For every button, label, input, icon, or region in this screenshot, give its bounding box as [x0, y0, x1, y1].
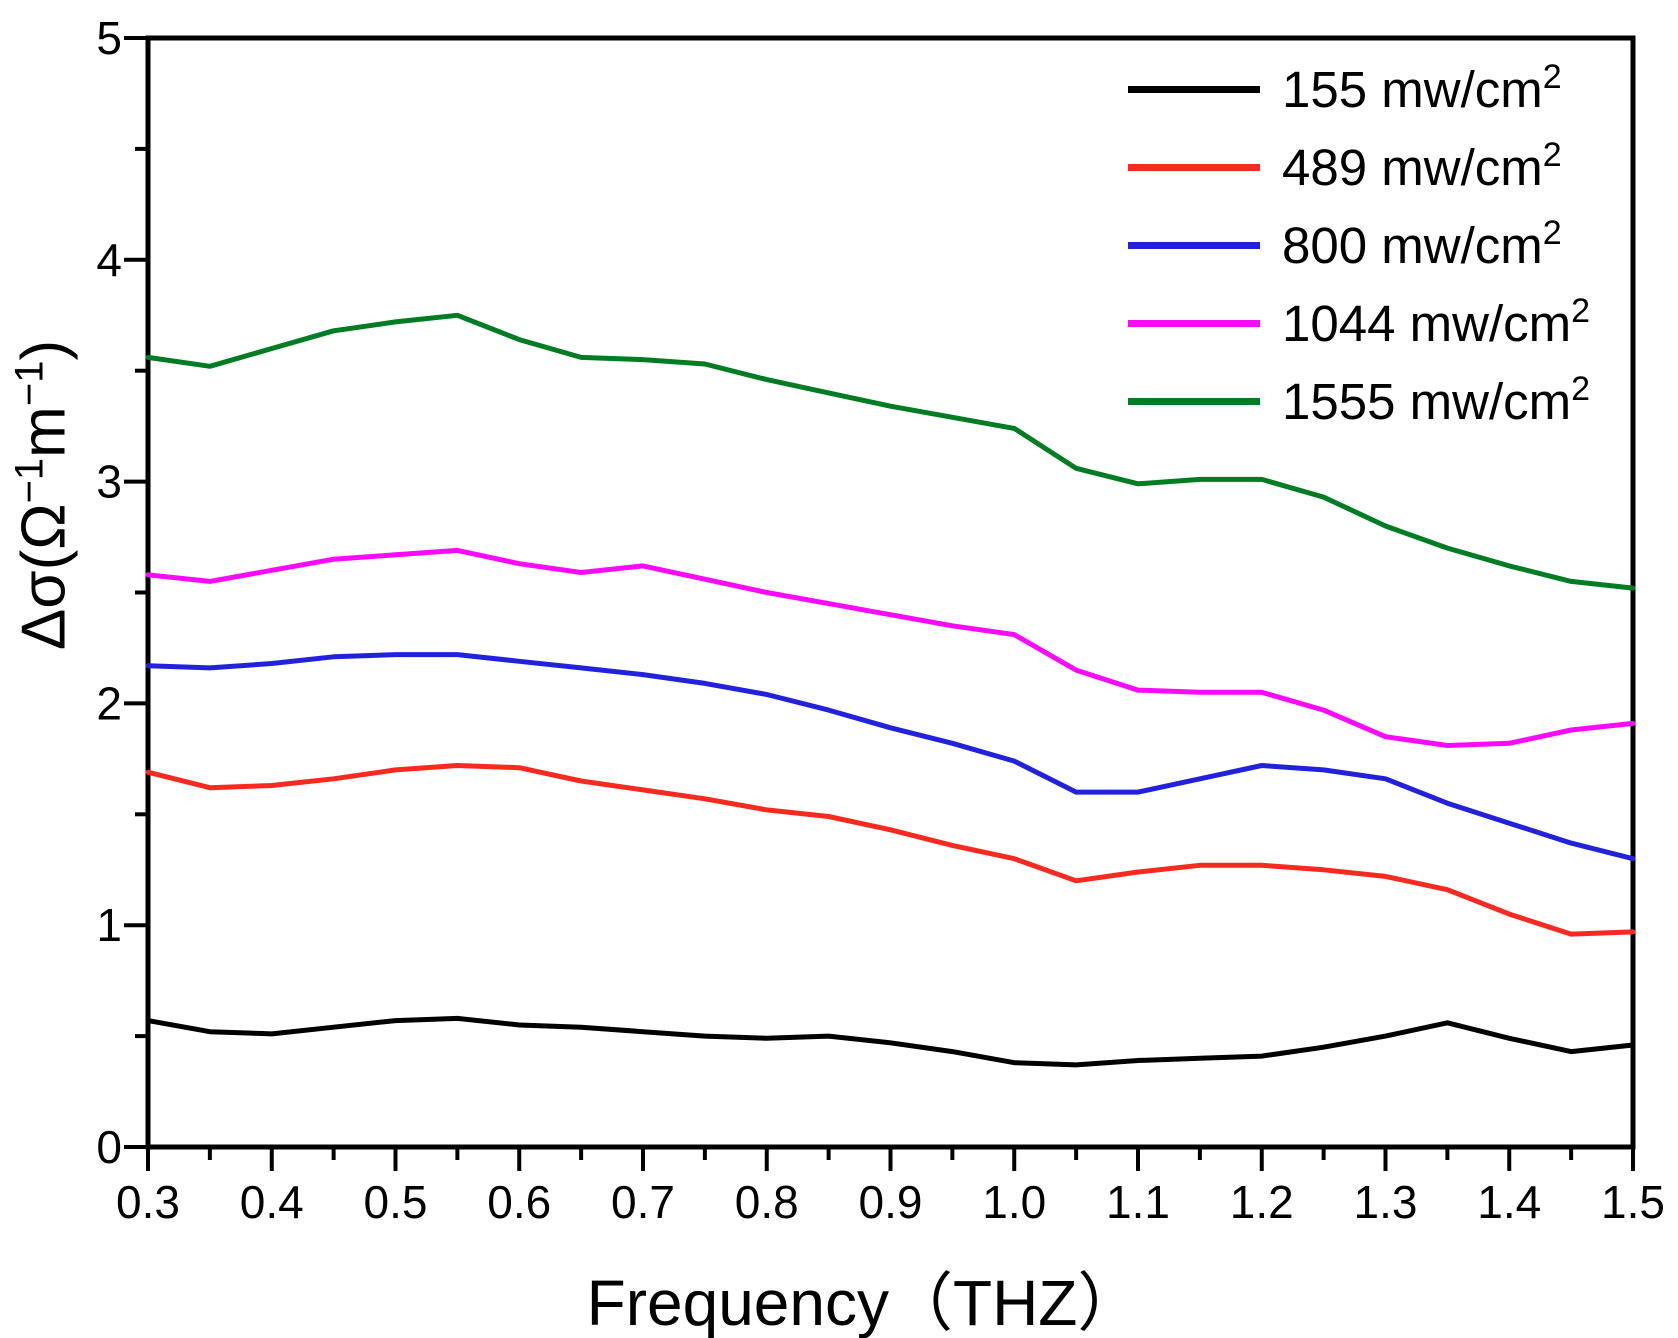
series-line-1044: [145, 547, 1636, 748]
x-tick-label: 1.1: [1106, 1176, 1170, 1228]
legend-item-489: 489 mw/cm2: [1128, 128, 1590, 206]
legend-label-superscript: 2: [1571, 369, 1591, 408]
y-tick-label: 5: [96, 12, 122, 64]
legend-item-800: 800 mw/cm2: [1128, 206, 1590, 284]
x-tick-label: 0.8: [735, 1176, 799, 1228]
x-tick-label: 1.5: [1601, 1176, 1665, 1228]
legend-item-155: 155 mw/cm2: [1128, 50, 1590, 128]
legend: 155 mw/cm2 489 mw/cm2 800 mw/cm2 1044 mw/cm…: [1128, 50, 1590, 440]
legend-swatch-155: [1128, 85, 1260, 93]
legend-label-superscript: 2: [1542, 57, 1562, 96]
legend-label: 800 mw/cm2: [1282, 213, 1562, 274]
legend-label-superscript: 2: [1542, 213, 1562, 252]
x-tick-label: 0.9: [859, 1176, 923, 1228]
legend-item-1044: 1044 mw/cm2: [1128, 284, 1590, 362]
x-tick-label: 0.4: [240, 1176, 304, 1228]
y-axis-label-text: Δσ(Ω: [9, 503, 79, 651]
y-axis-label-text: m: [9, 406, 79, 458]
x-tick-label: 1.2: [1230, 1176, 1294, 1228]
x-tick-label: 1.0: [982, 1176, 1046, 1228]
series-line-155: [145, 1015, 1636, 1068]
y-tick-label: 3: [96, 456, 122, 508]
legend-item-1555: 1555 mw/cm2: [1128, 362, 1590, 440]
legend-swatch-800: [1128, 241, 1260, 249]
y-axis-label: Δσ(Ω−1m−1): [7, 339, 80, 651]
series-line-1555: [145, 312, 1636, 591]
x-axis-label: Frequency（THZ）: [586, 1267, 1142, 1338]
x-tick-label: 0.7: [611, 1176, 675, 1228]
x-tick-label: 0.5: [364, 1176, 428, 1228]
y-tick-label: 1: [96, 899, 122, 951]
series-line-800: [145, 652, 1636, 862]
legend-swatch-1044: [1128, 319, 1260, 327]
x-tick-label: 1.4: [1477, 1176, 1541, 1228]
y-tick-label: 2: [96, 677, 122, 729]
legend-label: 155 mw/cm2: [1282, 57, 1562, 118]
y-axis-label-superscript: −1: [7, 360, 52, 407]
x-tick-label: 1.3: [1354, 1176, 1418, 1228]
y-tick-label: 4: [96, 234, 122, 286]
legend-label: 1044 mw/cm2: [1282, 291, 1591, 352]
legend-swatch-489: [1128, 163, 1260, 171]
y-axis-label-superscript: −1: [7, 457, 52, 504]
legend-label: 1555 mw/cm2: [1282, 369, 1591, 430]
y-tick-label: 0: [96, 1121, 122, 1173]
x-tick-label: 0.3: [116, 1176, 180, 1228]
y-axis-label-text: ): [9, 339, 79, 361]
legend-label: 489 mw/cm2: [1282, 135, 1562, 196]
x-tick-label: 0.6: [487, 1176, 551, 1228]
legend-label-superscript: 2: [1542, 135, 1562, 174]
legend-label-superscript: 2: [1571, 291, 1591, 330]
legend-swatch-1555: [1128, 397, 1260, 405]
series-line-489: [145, 763, 1636, 937]
